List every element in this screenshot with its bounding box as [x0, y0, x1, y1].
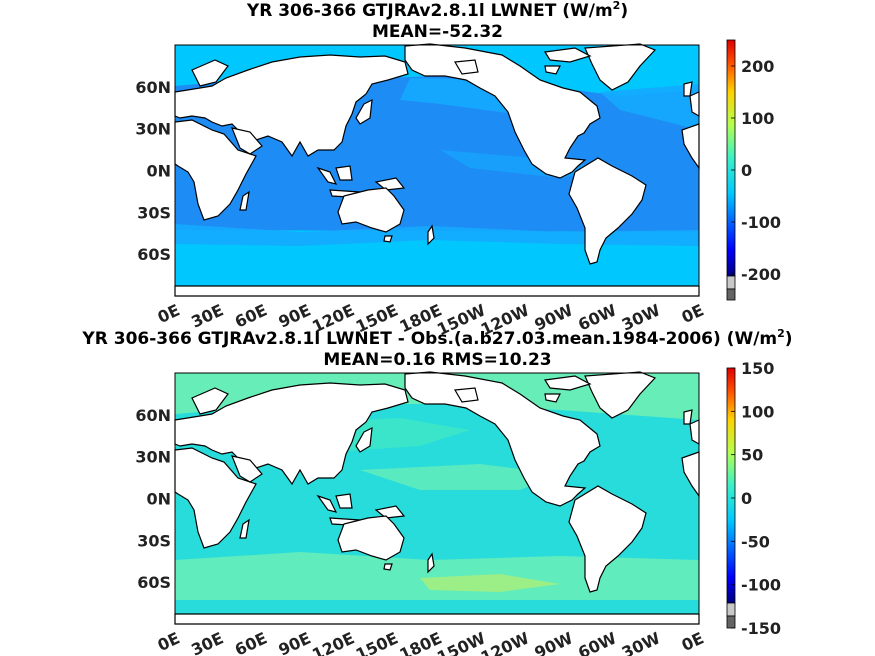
top-lat-label: 30N — [135, 120, 171, 139]
bottom-lat-label: 0N — [146, 490, 171, 509]
bottom-title-close: ) — [784, 329, 793, 349]
bottom-lat-label: 60N — [135, 406, 171, 425]
bottom-lon-label: 90W — [531, 628, 576, 656]
top-map — [174, 43, 700, 297]
bottom-colorbar-label: -150 — [741, 619, 781, 638]
top-subtitle: MEAN=-52.32 — [372, 22, 503, 42]
top-colorbar-label: 200 — [741, 57, 774, 76]
top-title-superscript: 2 — [612, 0, 621, 12]
top-lon-label: 0E — [155, 300, 183, 327]
bottom-lat-label: 60S — [137, 573, 171, 592]
bottom-colorbar-label: -50 — [741, 532, 770, 551]
top-title-text: YR 306-366 GTJRAv2.8.1l LWNET (W/m — [246, 1, 613, 21]
bottom-lon-label: 0E — [679, 628, 707, 655]
top-lon-label: 60W — [575, 300, 620, 334]
bottom-lon-label: 0E — [155, 628, 183, 655]
top-lon-label: 90E — [276, 300, 314, 331]
top-title-close: ) — [620, 1, 629, 21]
bottom-lon-label: 30W — [619, 628, 664, 656]
bottom-lon-label: 120E — [309, 628, 357, 656]
top-colorbar-label: -100 — [741, 213, 781, 232]
bottom-south-band — [175, 552, 699, 600]
bottom-map — [174, 371, 700, 625]
bottom-lon-label: 150E — [353, 628, 401, 656]
bottom-title-text: YR 306-366 GTJRAv2.8.1l LWNET - Obs.(a.b… — [82, 329, 778, 349]
top-lon-label: 30W — [619, 300, 664, 334]
top-south-band — [175, 230, 699, 296]
top-colorbar-label: -200 — [741, 265, 781, 284]
top-lon-label: 30E — [188, 300, 226, 331]
bottom-lon-label: 60E — [232, 628, 270, 656]
top-lon-label: 0E — [679, 300, 707, 327]
top-lon-label: 120E — [309, 300, 357, 336]
bottom-lat-label: 30N — [135, 448, 171, 467]
bottom-lon-label: 30E — [188, 628, 226, 656]
top-lon-label: 150E — [353, 300, 401, 336]
top-lon-label: 60E — [232, 300, 270, 331]
bottom-lon-label: 90E — [276, 628, 314, 656]
top-lat-label: 60N — [135, 78, 171, 97]
bottom-lat-labels: 60N 30N 0N 30S 60S — [135, 406, 171, 592]
bottom-lat-label: 30S — [137, 531, 171, 550]
bottom-title: YR 306-366 GTJRAv2.8.1l LWNET - Obs.(a.b… — [0, 327, 875, 349]
bottom-title-superscript: 2 — [777, 327, 785, 340]
top-lat-label: 60S — [137, 245, 171, 264]
top-lon-label: 120W — [478, 300, 533, 339]
bottom-subtitle: MEAN=0.16 RMS=10.23 — [323, 350, 552, 370]
top-colorbar-label: 0 — [741, 161, 752, 180]
bottom-lon-label: 60W — [575, 628, 620, 656]
top-lat-labels: 60N 30N 0N 30S 60S — [135, 78, 171, 264]
bottom-colorbar-label: 150 — [741, 359, 774, 378]
bottom-colorbar: 150 100 50 0 -50 -100 -150 — [726, 359, 781, 638]
top-lat-label: 0N — [146, 162, 171, 181]
top-colorbar-label: 100 — [741, 109, 774, 128]
top-lon-label: 90W — [531, 300, 576, 334]
bottom-colorbar-label: -100 — [741, 576, 781, 595]
top-title: YR 306-366 GTJRAv2.8.1l LWNET (W/m2) — [0, 0, 875, 21]
top-lat-label: 30S — [137, 203, 171, 222]
top-colorbar: 200 100 0 -100 -200 — [726, 39, 781, 301]
bottom-colorbar-label: 50 — [741, 446, 763, 465]
bottom-colorbar-label: 0 — [741, 489, 752, 508]
bottom-colorbar-label: 100 — [741, 402, 774, 421]
